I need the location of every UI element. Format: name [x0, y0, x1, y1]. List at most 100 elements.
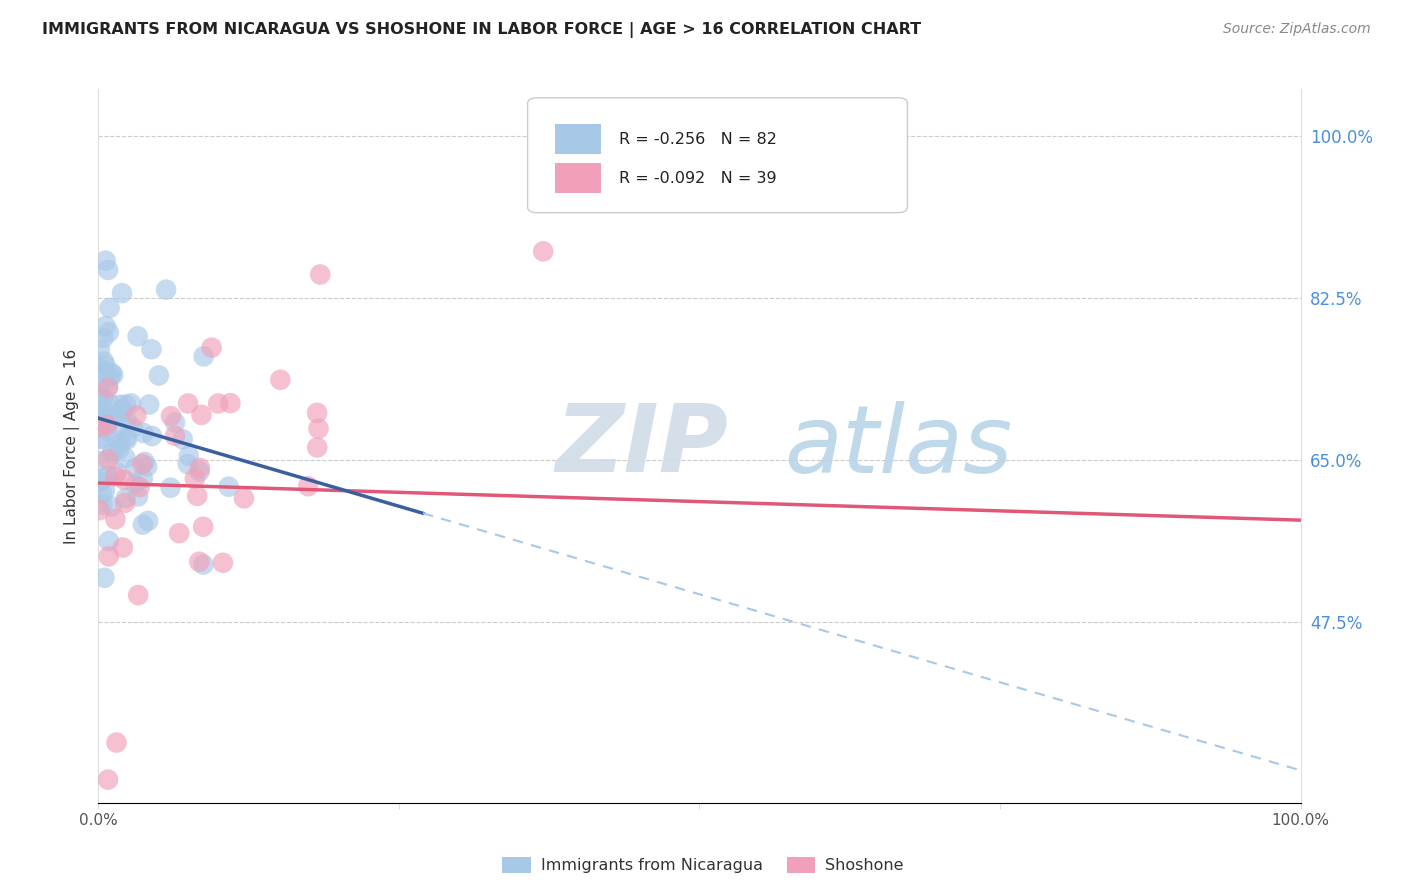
Bar — [555, 163, 600, 194]
Point — [172, 432, 194, 446]
Point — [212, 556, 235, 570]
Point — [90, 414, 112, 428]
Point — [188, 465, 211, 479]
Point — [100, 366, 122, 380]
Point — [98, 409, 121, 424]
Point — [115, 397, 138, 411]
Point — [132, 471, 155, 485]
Point — [134, 455, 156, 469]
Point — [94, 409, 117, 423]
Point — [177, 396, 200, 410]
Point — [93, 417, 115, 432]
Point — [111, 541, 134, 555]
Point — [89, 432, 111, 446]
Point — [114, 473, 136, 487]
Point — [89, 381, 111, 395]
Point — [93, 331, 115, 345]
Point — [297, 479, 319, 493]
Point — [105, 465, 128, 479]
Point — [101, 444, 124, 458]
Point — [186, 489, 208, 503]
Point — [184, 472, 207, 486]
Text: Source: ZipAtlas.com: Source: ZipAtlas.com — [1223, 22, 1371, 37]
Point — [167, 526, 190, 541]
Point — [111, 286, 134, 301]
Point — [89, 475, 111, 490]
Point — [114, 450, 136, 465]
Point — [89, 390, 111, 404]
Point — [148, 368, 170, 383]
Point — [115, 491, 138, 506]
Point — [96, 424, 118, 438]
Point — [141, 343, 163, 357]
Point — [94, 253, 117, 268]
Point — [115, 414, 138, 428]
Text: IMMIGRANTS FROM NICARAGUA VS SHOSHONE IN LABOR FORCE | AGE > 16 CORRELATION CHAR: IMMIGRANTS FROM NICARAGUA VS SHOSHONE IN… — [42, 22, 921, 38]
Point — [138, 398, 160, 412]
Point — [233, 491, 256, 506]
Point — [96, 417, 118, 432]
FancyBboxPatch shape — [527, 98, 907, 212]
Legend: Immigrants from Nicaragua, Shoshone: Immigrants from Nicaragua, Shoshone — [496, 850, 910, 880]
Point — [101, 446, 124, 460]
Point — [115, 433, 138, 447]
Point — [114, 496, 136, 510]
Point — [89, 454, 111, 468]
Point — [136, 514, 159, 528]
Point — [125, 409, 148, 423]
Point — [307, 441, 329, 455]
Point — [309, 268, 332, 282]
Point — [104, 512, 127, 526]
Point — [163, 416, 186, 430]
Point — [193, 350, 215, 364]
Point — [219, 396, 242, 410]
Point — [91, 391, 114, 405]
Point — [91, 486, 114, 500]
Point — [124, 477, 146, 491]
Point — [191, 519, 214, 533]
Point — [97, 549, 120, 564]
Point — [120, 396, 142, 410]
Point — [97, 533, 120, 548]
Point — [90, 406, 112, 420]
Point — [89, 343, 111, 357]
Point — [103, 368, 125, 382]
Point — [104, 410, 127, 425]
Point — [127, 490, 149, 504]
Point — [110, 407, 132, 421]
Point — [269, 373, 291, 387]
Point — [90, 431, 112, 445]
Point — [188, 461, 211, 475]
Point — [104, 469, 127, 483]
Point — [132, 425, 155, 440]
Point — [177, 457, 200, 471]
Point — [100, 500, 122, 514]
Point — [97, 263, 120, 277]
Point — [97, 381, 120, 395]
Point — [94, 319, 117, 334]
Point — [122, 421, 145, 435]
Point — [207, 396, 229, 410]
Point — [97, 772, 120, 787]
Point — [89, 503, 111, 517]
Text: ZIP: ZIP — [555, 400, 728, 492]
Point — [155, 283, 177, 297]
Point — [93, 363, 115, 377]
Point — [308, 422, 330, 436]
Point — [91, 472, 114, 486]
Text: R = -0.256   N = 82: R = -0.256 N = 82 — [619, 132, 778, 146]
Point — [132, 517, 155, 532]
Point — [98, 301, 121, 315]
Point — [108, 442, 131, 457]
Point — [124, 461, 146, 475]
Point — [94, 483, 117, 498]
Point — [177, 449, 200, 463]
Point — [159, 481, 181, 495]
Point — [93, 354, 115, 368]
Point — [136, 459, 159, 474]
Point — [98, 369, 121, 384]
Point — [97, 468, 120, 483]
Point — [531, 244, 554, 259]
Point — [307, 406, 329, 420]
Text: R = -0.092   N = 39: R = -0.092 N = 39 — [619, 171, 776, 186]
